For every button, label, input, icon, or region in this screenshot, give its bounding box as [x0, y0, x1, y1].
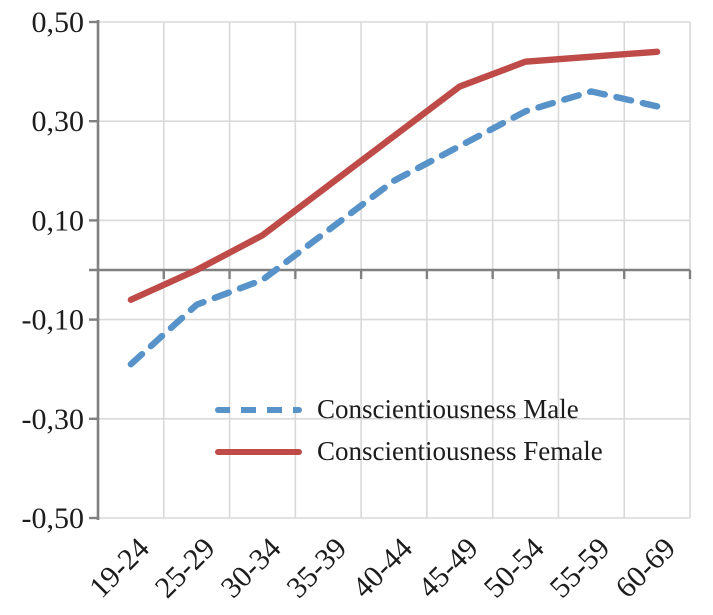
y-axis-label: 0,10: [32, 204, 85, 237]
x-axis-label: 25-29: [149, 532, 222, 605]
male-series-line: [127, 88, 661, 368]
y-axis-label: -0,30: [22, 403, 85, 436]
x-axis-label: 60-69: [609, 532, 682, 605]
x-axis-label: 30-34: [215, 532, 288, 605]
y-axis-label: 0,50: [32, 6, 85, 39]
x-axis-label: 19-24: [83, 532, 156, 605]
female-series-line: [127, 48, 661, 303]
y-axis-label: -0,50: [22, 502, 85, 535]
x-axis-label: 50-54: [478, 532, 551, 605]
x-axis-label: 45-49: [412, 532, 485, 605]
legend: Conscientiousness Male Conscientiousness…: [215, 394, 603, 467]
male-line-sample-icon: [215, 406, 302, 413]
legend-label-female: Conscientiousness Female: [317, 436, 603, 466]
y-axis-label: 0,30: [32, 105, 85, 138]
x-axis-label: 40-44: [346, 532, 419, 605]
legend-item-female: Conscientiousness Female: [215, 436, 603, 467]
legend-label-male: Conscientiousness Male: [317, 394, 579, 424]
x-axis-label: 55-59: [543, 532, 616, 605]
y-axis-label: -0,10: [22, 304, 85, 337]
legend-item-male: Conscientiousness Male: [215, 394, 603, 425]
x-axis-label: 35-39: [280, 532, 353, 605]
female-line-sample-icon: [215, 448, 302, 455]
